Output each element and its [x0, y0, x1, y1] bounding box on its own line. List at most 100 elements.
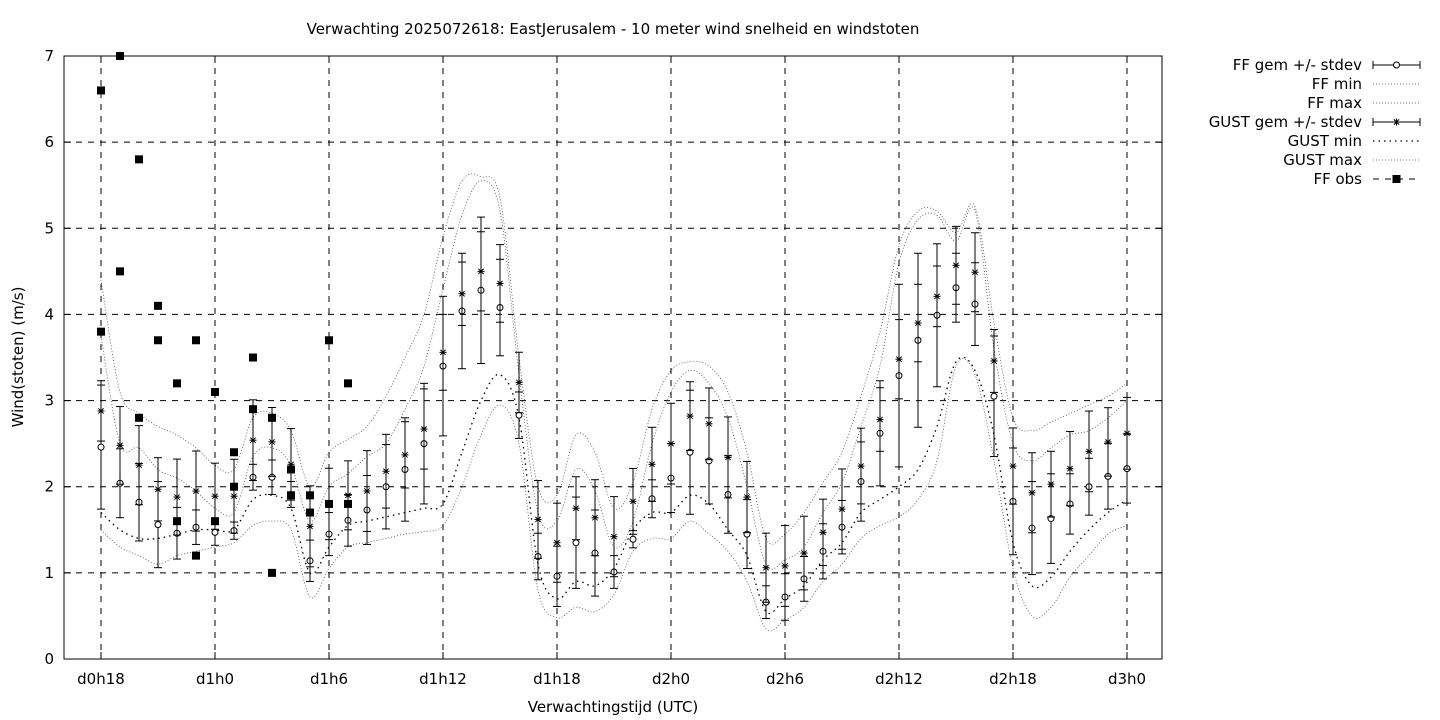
gust-errorbar	[762, 532, 770, 603]
asterisk-stroke	[383, 468, 389, 475]
ff-obs-marker	[306, 508, 314, 517]
asterisk-stroke	[801, 550, 807, 556]
gust-errorbar	[1123, 396, 1131, 470]
y-tick-label: 7	[44, 47, 54, 65]
legend-label: FF max	[1307, 94, 1362, 112]
gust-errorbar	[553, 502, 561, 583]
asterisk-stroke	[877, 416, 883, 423]
gust-errorbar	[705, 387, 713, 461]
asterisk-stroke	[611, 533, 617, 540]
y-tick-label: 1	[44, 564, 54, 582]
ff-obs-marker	[192, 551, 200, 560]
asterisk-stroke	[1048, 481, 1054, 488]
legend-item: GUST gem +/- stdev	[1209, 113, 1421, 131]
gust-errorbar	[933, 265, 941, 328]
gust-errorbar	[534, 480, 542, 559]
gust-errorbar	[458, 261, 466, 326]
asterisk-stroke	[1067, 465, 1073, 472]
gust-errorbar	[572, 476, 580, 541]
gust-errorbar	[97, 380, 105, 442]
legend-item: GUST min	[1288, 132, 1420, 150]
asterisk-stroke	[820, 529, 826, 536]
asterisk-stroke	[117, 442, 123, 449]
gust-errorbar	[1009, 427, 1017, 505]
asterisk-stroke	[440, 349, 446, 356]
asterisk-stroke	[402, 451, 408, 458]
gust-errorbar	[135, 425, 143, 506]
y-tick-label: 5	[44, 219, 54, 237]
asterisk-stroke	[1105, 438, 1111, 445]
x-tick-label: d1h6	[310, 670, 348, 688]
asterisk-stroke	[573, 505, 579, 512]
y-axis-label: Wind(stoten) (m/s)	[9, 287, 27, 428]
ff-mean-marker	[211, 528, 219, 536]
gust-errorbar	[154, 457, 162, 522]
x-axis: d0h18 d1h0 d1h6 d1h12 d1h18 d2h0 d2h6 d2h12 d2h1…	[77, 56, 1146, 688]
asterisk-stroke	[155, 486, 161, 493]
legend-label: FF gem +/- stdev	[1233, 56, 1362, 74]
ff-obs-marker	[154, 301, 162, 310]
gust-errorbar	[1047, 450, 1055, 518]
ff-obs-marker	[249, 353, 257, 362]
asterisk-stroke	[345, 492, 351, 499]
errorbar-layer	[97, 216, 1131, 621]
asterisk-stroke	[193, 488, 199, 494]
gust-errorbar	[382, 433, 390, 509]
legend-label: GUST gem +/- stdev	[1209, 113, 1362, 131]
gust-errorbar	[420, 388, 428, 470]
gust-errorbar	[249, 399, 257, 482]
x-tick-label: d2h6	[766, 670, 804, 688]
gust-errorbar	[116, 406, 124, 485]
plot-frame	[63, 55, 1163, 660]
asterisk-stroke	[725, 454, 731, 461]
ff-obs-marker	[135, 413, 143, 422]
gust-errorbar	[667, 402, 675, 485]
gust-errorbar	[591, 479, 599, 557]
asterisk-stroke	[1086, 448, 1092, 455]
asterisk-stroke	[934, 293, 940, 300]
x-tick-label: d3h0	[1108, 670, 1146, 688]
asterisk-stroke	[972, 269, 978, 276]
gust-errorbar	[477, 231, 485, 312]
asterisk-stroke	[174, 494, 180, 501]
observations-layer	[97, 52, 352, 577]
asterisk-stroke	[839, 506, 845, 513]
gust-errorbar	[686, 381, 694, 451]
gust-errorbar	[838, 468, 846, 550]
ff-obs-marker	[325, 336, 333, 345]
gust-errorbar	[895, 319, 903, 400]
asterisk-stroke	[1124, 430, 1130, 437]
legend-item: FF gem +/- stdev	[1233, 56, 1421, 74]
gust-errorbar	[971, 232, 979, 313]
gust-errorbar	[344, 460, 352, 531]
asterisk-stroke	[307, 523, 313, 530]
chart-title: Verwachting 2025072618: EastJerusalem - …	[307, 20, 920, 38]
asterisk-stroke	[231, 493, 237, 500]
ff-obs-marker	[154, 336, 162, 345]
x-tick-label: d1h0	[196, 670, 234, 688]
gust-errorbar	[648, 426, 656, 502]
ff-obs-marker	[268, 413, 276, 422]
gust-errorbar	[1066, 431, 1074, 507]
asterisk-stroke	[250, 437, 256, 444]
gust-errorbar	[724, 416, 732, 499]
gust-errorbar	[515, 351, 523, 414]
gust-errorbar	[781, 525, 789, 607]
ff-obs-marker	[230, 448, 238, 457]
gust-errorbar	[876, 387, 884, 452]
gust-errorbar	[743, 460, 751, 534]
ff-obs-marker	[230, 482, 238, 491]
gust-errorbar	[192, 450, 200, 532]
asterisk-stroke	[535, 516, 541, 523]
x-axis-label: Verwachtingstijd (UTC)	[528, 698, 699, 716]
asterisk-stroke	[858, 463, 864, 469]
ff-obs-marker	[135, 155, 143, 164]
ff-obs-marker	[192, 336, 200, 345]
asterisk-stroke	[269, 438, 275, 445]
asterisk-stroke	[212, 493, 218, 500]
asterisk-stroke	[136, 462, 142, 469]
ff-obs-marker	[173, 379, 181, 388]
ff-mean-marker	[572, 539, 580, 547]
x-tick-label: d2h0	[652, 670, 690, 688]
